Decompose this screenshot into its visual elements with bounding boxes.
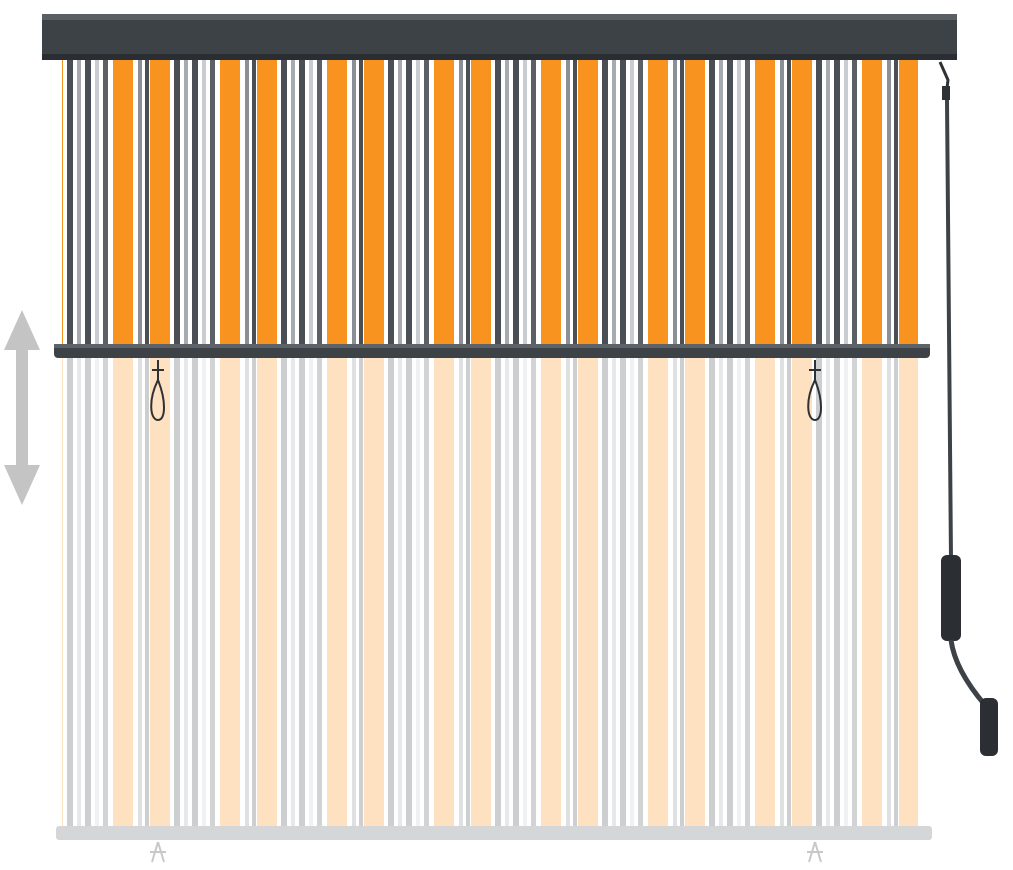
fabric-faded	[62, 358, 918, 828]
cord-hooks	[150, 360, 822, 422]
bottom-bar	[54, 344, 930, 358]
fabric-extended	[62, 58, 918, 346]
faded-hooks	[150, 841, 823, 863]
double-arrow	[4, 310, 40, 505]
cassette	[42, 14, 957, 60]
crank-handle	[938, 61, 998, 756]
bottom-bar-faded	[56, 826, 932, 840]
